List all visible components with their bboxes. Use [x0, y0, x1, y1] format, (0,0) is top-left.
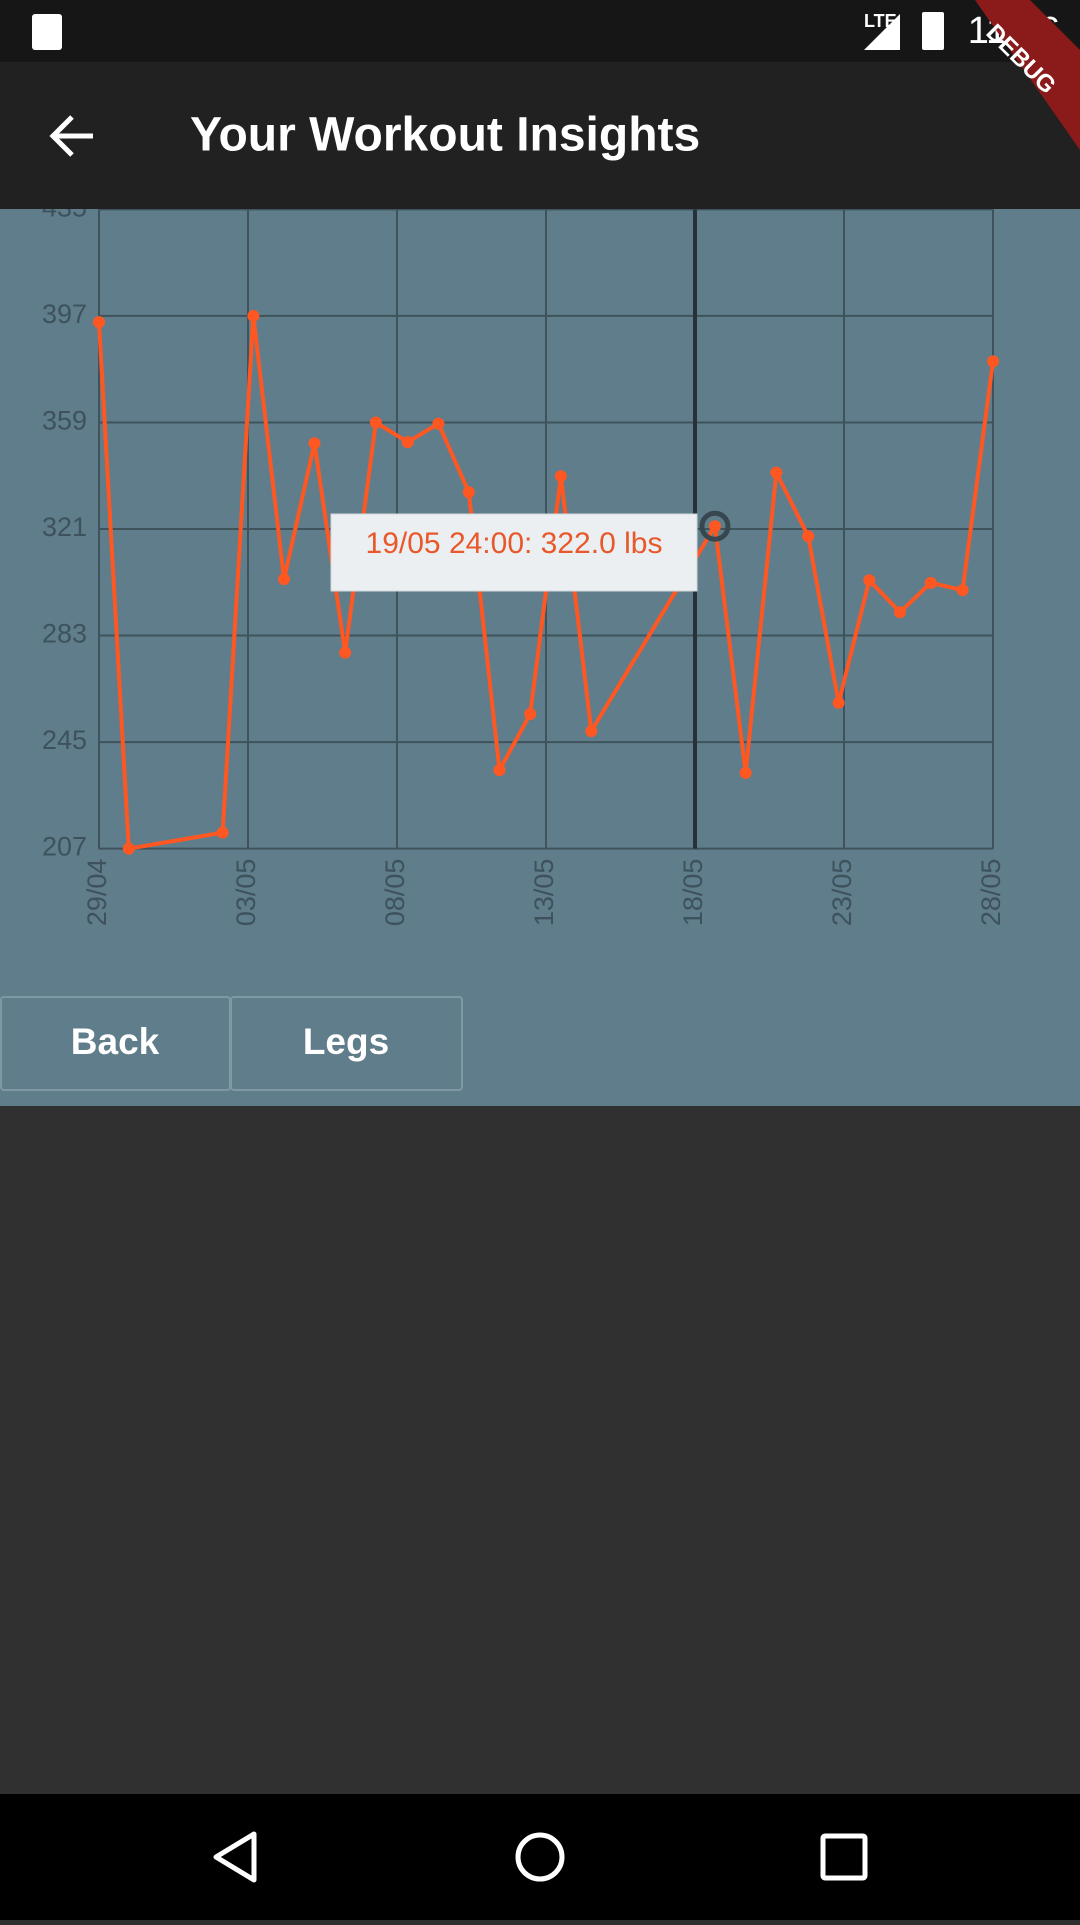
app-bar	[0, 62, 1080, 209]
data-point	[739, 766, 752, 779]
sd-icon	[32, 14, 62, 50]
y-tick-label: 435	[42, 193, 87, 223]
data-point	[894, 606, 907, 619]
y-tick-label: 245	[42, 725, 87, 755]
signal-icon	[864, 14, 900, 50]
data-point	[585, 725, 598, 738]
data-point	[987, 355, 999, 368]
data-point	[401, 436, 414, 449]
tooltip-text: 19/05 24:00: 322.0 lbs	[366, 527, 663, 560]
data-point	[832, 696, 845, 709]
data-point	[278, 573, 291, 586]
y-tick-label: 283	[42, 619, 87, 649]
chart-panel	[0, 209, 1080, 1106]
button-label: Back	[71, 1021, 160, 1062]
status-bar	[0, 0, 1080, 62]
x-tick-label: 13/05	[529, 859, 559, 927]
nav-home[interactable]	[515, 1832, 565, 1882]
data-point	[462, 486, 475, 499]
data-point	[554, 470, 567, 483]
data-point	[924, 576, 937, 589]
x-tick-label: 18/05	[678, 859, 708, 927]
app-title: Your Workout Insights	[190, 109, 700, 162]
data-point	[770, 466, 783, 479]
nav-bar	[0, 1794, 1080, 1920]
data-point	[708, 520, 721, 533]
x-tick-label: 08/05	[380, 859, 410, 927]
y-tick-label: 321	[42, 512, 87, 542]
battery-icon	[922, 12, 944, 50]
button-legs[interactable]: Legs	[230, 996, 463, 1091]
y-tick-label: 359	[42, 406, 87, 436]
tooltip-box	[330, 513, 698, 592]
nav-recents[interactable]	[820, 1833, 868, 1881]
button-label: Legs	[303, 1021, 389, 1062]
selected-point	[699, 510, 731, 542]
nav-back[interactable]	[213, 1831, 257, 1883]
data-point	[524, 708, 537, 721]
back-arrow[interactable]	[49, 115, 93, 157]
data-point	[339, 646, 352, 659]
data-point	[432, 417, 445, 430]
data-point	[863, 574, 876, 587]
y-tick-label: 207	[42, 832, 87, 862]
data-point	[493, 764, 506, 777]
data-point	[122, 842, 135, 855]
data-point	[93, 316, 105, 329]
y-tick-label: 397	[42, 299, 87, 329]
button-back[interactable]: Back	[0, 996, 231, 1091]
x-tick-label: 03/05	[231, 859, 261, 927]
data-point	[216, 826, 229, 839]
data-point	[956, 584, 969, 597]
chart: 207 245 283 321 359 397 435 29/04 03/05 08/05 13/0…	[42, 193, 1006, 927]
data-point	[308, 437, 321, 450]
data-point	[369, 416, 382, 429]
x-tick-label: 29/04	[82, 859, 112, 927]
x-tick-label: 23/05	[827, 859, 857, 927]
data-point	[802, 530, 815, 543]
data-point	[247, 309, 260, 322]
x-tick-label: 28/05	[976, 859, 1006, 927]
